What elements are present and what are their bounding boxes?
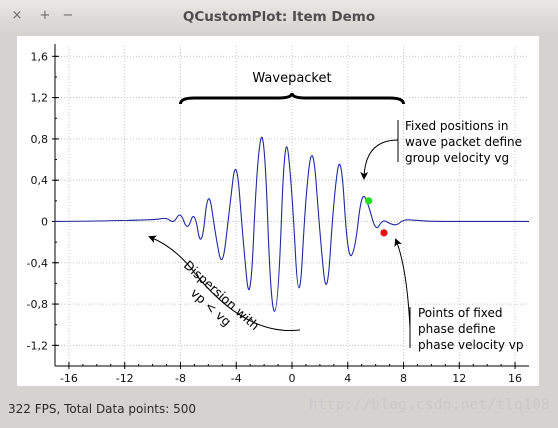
- status-bar-text: 322 FPS, Total Data points: 500: [8, 402, 197, 416]
- x-tick-label: 12: [452, 372, 466, 385]
- title-bar[interactable]: × + − QCustomPlot: Item Demo: [0, 0, 558, 34]
- x-tick-label: -4: [231, 372, 242, 385]
- y-tick-label: 0: [41, 215, 48, 228]
- minimize-icon[interactable]: −: [62, 8, 74, 23]
- y-tick-label: -0,8: [27, 298, 48, 311]
- y-tick-label: 0,8: [31, 133, 49, 146]
- plot-canvas[interactable]: -16 -12 -8 -4 0 4 8 12 16 -1,2 -0,8 -0,4 0 0,4 0,8 1,2 1…: [17, 36, 539, 386]
- group-velocity-text: wave packet define: [405, 135, 522, 149]
- x-tick-label: -8: [175, 372, 186, 385]
- x-tick-label: 0: [289, 372, 296, 385]
- y-tick-label: 1,2: [31, 92, 49, 105]
- wavepacket-label: Wavepacket: [252, 71, 331, 86]
- y-tick-label: 0,4: [31, 174, 49, 187]
- phase-velocity-text: phase velocity vp: [418, 338, 523, 352]
- x-tick-label: 8: [400, 372, 407, 385]
- phase-velocity-arrow: [394, 238, 411, 329]
- grid: [55, 46, 529, 366]
- tracer-point: [380, 229, 388, 237]
- item-demo-chart[interactable]: -16 -12 -8 -4 0 4 8 12 16 -1,2 -0,8 -0,4 0 0,4 0,8 1,2 1…: [17, 36, 539, 386]
- axes: -16 -12 -8 -4 0 4 8 12 16 -1,2 -0,8 -0,4 0 0,4 0,8 1,2 1…: [27, 44, 529, 385]
- group-velocity-arrow: [360, 139, 399, 180]
- watermark: http://blog.csdn.net/tlq108: [308, 397, 550, 413]
- y-tick-label: 1,6: [31, 50, 49, 63]
- maximize-icon[interactable]: +: [39, 8, 51, 23]
- group-velocity-text: Fixed positions in: [405, 119, 508, 133]
- series-layer: [54, 136, 529, 312]
- wavepacket-bracket: [178, 92, 406, 105]
- dispersion-arrow: [148, 235, 301, 332]
- y-tick-label: -1,2: [27, 339, 48, 352]
- x-tick-label: 4: [344, 372, 351, 385]
- phase-velocity-text: Points of fixed: [418, 306, 503, 320]
- tracer-point: [365, 197, 373, 205]
- phase-velocity-text: phase define: [418, 322, 496, 336]
- x-tick-label: 16: [508, 372, 522, 385]
- y-tick-label: -0,4: [27, 257, 48, 270]
- group-velocity-text: group velocity vg: [405, 151, 509, 165]
- x-tick-label: -12: [116, 372, 134, 385]
- x-tick-label: -16: [60, 372, 78, 385]
- wavepacket-line: [54, 136, 529, 312]
- close-icon[interactable]: ×: [11, 8, 23, 23]
- window-title: QCustomPlot: Item Demo: [182, 9, 376, 25]
